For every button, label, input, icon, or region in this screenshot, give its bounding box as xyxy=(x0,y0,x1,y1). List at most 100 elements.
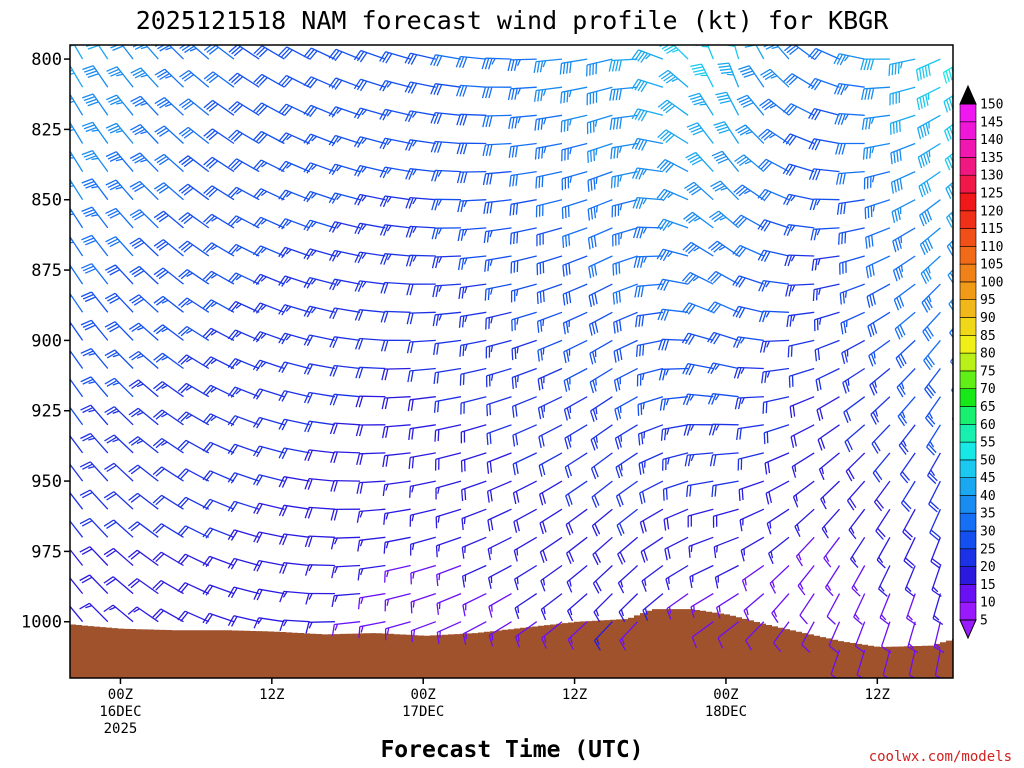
wind-barb xyxy=(849,536,866,569)
color-scale-swatch xyxy=(959,121,977,140)
wind-barb xyxy=(203,71,235,88)
wind-barb xyxy=(331,592,361,608)
x-axis-label: Forecast Time (UTC) xyxy=(380,737,643,763)
wind-barb xyxy=(861,86,890,101)
wind-barb xyxy=(823,536,841,568)
wind-barb xyxy=(920,255,941,284)
wind-barb xyxy=(690,593,714,619)
wind-barb xyxy=(456,170,487,184)
wind-barb xyxy=(512,452,537,476)
wind-barb xyxy=(786,311,815,328)
wind-barb xyxy=(592,565,613,594)
wind-barb xyxy=(70,577,84,595)
wind-barb xyxy=(682,362,714,376)
wind-barb xyxy=(918,199,941,227)
wind-barb xyxy=(713,121,740,144)
wind-barb xyxy=(104,321,134,341)
color-scale-swatch xyxy=(959,459,977,478)
wind-barb xyxy=(203,45,235,60)
y-tick-label: 800 xyxy=(31,50,62,70)
wind-barb xyxy=(436,564,462,587)
wind-barb xyxy=(1011,594,1022,625)
wind-barb xyxy=(483,227,512,243)
wind-barb xyxy=(757,188,790,202)
color-scale-label: 45 xyxy=(980,471,996,486)
wind-barb xyxy=(739,508,765,532)
wind-barb xyxy=(430,54,462,67)
wind-barb xyxy=(253,474,285,486)
wind-barb xyxy=(738,480,765,502)
wind-barb xyxy=(632,196,663,210)
wind-barb xyxy=(662,480,689,501)
wind-barb xyxy=(533,86,563,102)
wind-barb xyxy=(431,255,462,269)
wind-barb xyxy=(564,424,588,450)
wind-barb xyxy=(253,445,285,458)
y-axis: 800 825 850 875 900 925 950 975 1000 xyxy=(21,50,70,633)
wind-barb xyxy=(933,621,945,654)
wind-barb xyxy=(152,466,184,482)
wind-barb xyxy=(81,93,109,116)
x-tick-label: 00Z xyxy=(411,687,436,703)
wind-barb xyxy=(484,283,512,301)
wind-barb xyxy=(846,480,866,511)
wind-barb xyxy=(684,181,714,201)
wind-barb xyxy=(103,519,134,538)
wind-barb xyxy=(618,593,639,623)
color-scale-swatch xyxy=(959,512,977,532)
wind-barb xyxy=(717,621,740,649)
wind-barb xyxy=(657,99,689,116)
wind-barb xyxy=(127,549,159,567)
wind-barb xyxy=(833,53,865,66)
wind-barb xyxy=(80,319,109,341)
color-scale-label: 70 xyxy=(980,382,996,397)
wind-barb xyxy=(304,449,335,462)
wind-barb xyxy=(80,348,109,369)
wind-barb xyxy=(761,367,790,384)
wind-barb xyxy=(535,199,563,218)
wind-barb xyxy=(534,142,563,160)
wind-barb xyxy=(812,283,840,302)
wind-barb xyxy=(662,452,689,471)
y-tick-label: 875 xyxy=(31,261,62,281)
wind-barb xyxy=(379,79,411,92)
wind-barb xyxy=(70,548,84,566)
wind-barb xyxy=(916,86,941,111)
wind-barb xyxy=(154,125,184,144)
color-scale-swatch xyxy=(959,299,977,318)
wind-barb xyxy=(128,407,159,426)
wind-barb xyxy=(436,592,462,615)
wind-barb xyxy=(85,45,109,60)
wind-barb xyxy=(512,480,537,505)
wind-barb xyxy=(541,621,563,649)
wind-barb xyxy=(925,396,941,428)
color-scale-label: 5 xyxy=(980,614,988,629)
wind-barb xyxy=(969,59,991,84)
wind-barb xyxy=(177,382,210,398)
wind-barb xyxy=(766,508,790,535)
wind-barb xyxy=(177,468,210,482)
color-scale-swatch xyxy=(959,601,977,621)
wind-barb xyxy=(79,517,109,538)
wind-barb xyxy=(278,504,310,517)
wind-barb xyxy=(278,332,310,345)
wind-barb xyxy=(897,396,916,427)
wind-barb xyxy=(613,339,638,363)
wind-barb xyxy=(757,158,790,173)
color-scale-swatch xyxy=(959,228,977,247)
wind-barb xyxy=(592,536,613,566)
wind-barb xyxy=(927,452,941,485)
wind-barb xyxy=(634,283,663,298)
wind-barb xyxy=(842,367,866,394)
wind-barb xyxy=(129,124,159,144)
wind-barb xyxy=(379,195,411,208)
wind-barb xyxy=(807,77,840,91)
wind-barb xyxy=(153,210,184,229)
x-tick-label: 00Z xyxy=(108,687,133,703)
wind-barb xyxy=(688,536,714,558)
wind-barb xyxy=(783,193,815,206)
wind-barb xyxy=(732,214,765,229)
wind-barb xyxy=(513,564,538,591)
wind-barb xyxy=(533,58,563,74)
wind-barb xyxy=(878,565,891,597)
